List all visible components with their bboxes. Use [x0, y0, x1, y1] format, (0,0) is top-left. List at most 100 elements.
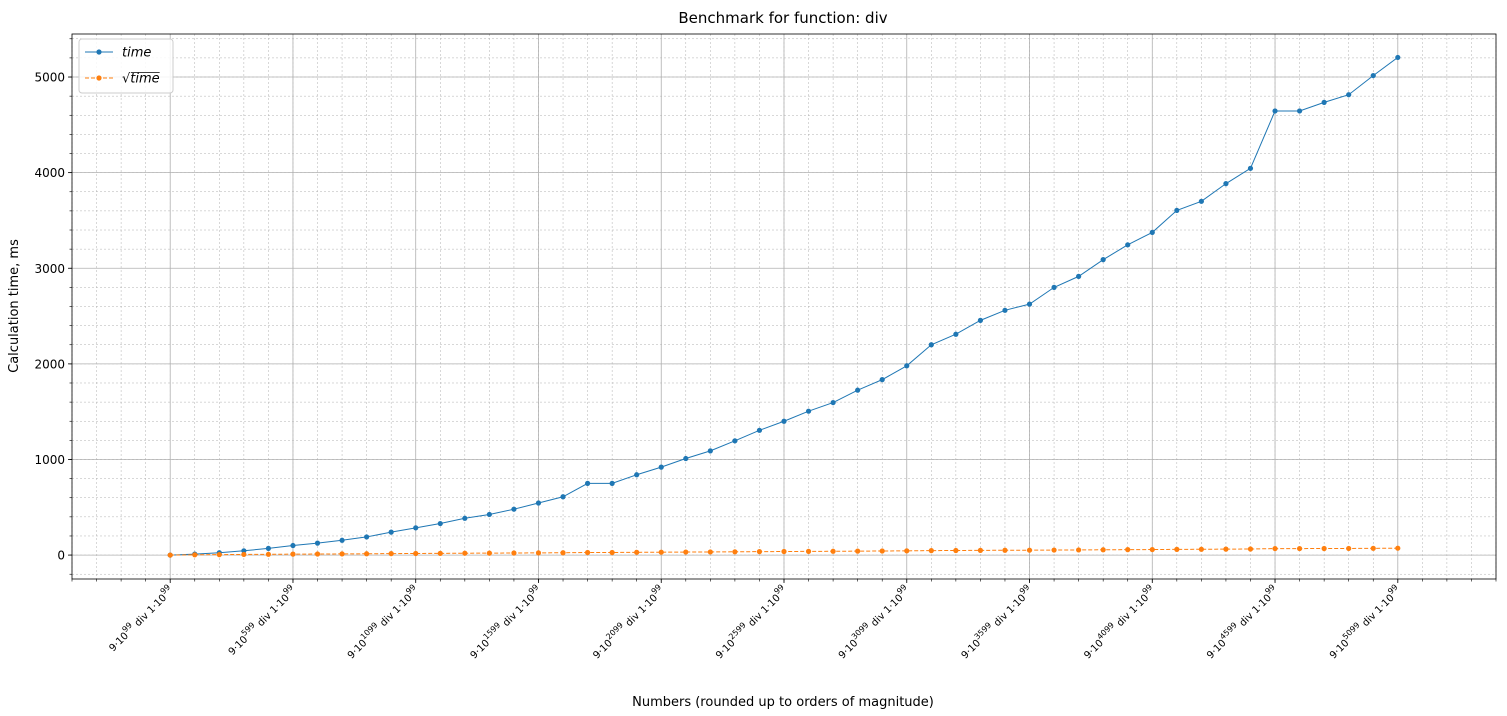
series-1-point: [609, 549, 615, 556]
series-1-point: [1198, 546, 1204, 552]
series-1-point: [1346, 545, 1352, 552]
series-0-point: [290, 542, 296, 549]
series-0-point: [560, 494, 566, 500]
series-0-point: [1198, 198, 1204, 204]
series-0-point: [1051, 284, 1057, 290]
series-1-point: [855, 548, 861, 554]
series-1-point: [977, 547, 984, 553]
major-grid: [72, 34, 1496, 579]
series-1-point: [486, 550, 492, 556]
series-1-point: [658, 549, 664, 555]
series-0-point: [1370, 72, 1376, 79]
series-0-point: [707, 448, 713, 454]
series-0-point: [1272, 108, 1278, 114]
x-tick-label: 9·103599 div 1·1099: [957, 583, 1036, 662]
series-0-point: [879, 377, 885, 383]
series-1-point: [904, 548, 910, 554]
series-0-point: [683, 455, 689, 462]
series-1-point: [437, 550, 443, 556]
x-tick-label: 9·1099 div 1·1099: [105, 583, 177, 655]
series-0-point: [855, 387, 861, 393]
series-1-point: [1223, 546, 1229, 552]
series-0-point: [584, 480, 591, 486]
series-1-point: [805, 548, 812, 554]
series-1-point: [1174, 546, 1180, 552]
series-0-point: [437, 520, 443, 527]
y-tick-label: 4000: [34, 166, 65, 180]
x-tick-label: 9·105099 div 1·1099: [1325, 583, 1404, 662]
chart-title: Benchmark for function: div: [678, 9, 887, 27]
series-0-point: [364, 534, 370, 540]
series-1-point: [1125, 547, 1131, 553]
series-0-point: [486, 511, 492, 518]
y-axis: 0 1000 2000 3000 4000 5000: [34, 38, 72, 575]
x-tick-label: 9·101099 div 1·1099: [343, 583, 422, 662]
series-1-point: [413, 550, 419, 557]
series-1-point: [634, 549, 640, 555]
series-1-point: [953, 547, 959, 554]
series-0-point: [928, 342, 934, 348]
series-0-point: [413, 525, 419, 531]
series-0-point: [977, 317, 984, 323]
y-tick-label: 3000: [34, 262, 65, 276]
x-tick-label: 9·102099 div 1·1099: [589, 583, 668, 662]
y-axis-title: Calculation time, ms: [7, 239, 22, 373]
series-1-point: [167, 552, 173, 558]
series-1-point: [290, 551, 296, 557]
series-1-point: [339, 551, 345, 557]
series-0-point: [953, 331, 959, 337]
series-1-point: [1026, 547, 1033, 553]
series-0-point: [535, 500, 542, 506]
series-1-point: [265, 551, 272, 557]
series-1-point: [756, 549, 763, 555]
series-layer: [167, 54, 1401, 558]
series-0-point: [830, 399, 836, 406]
x-tick-label: 9·102599 div 1·1099: [711, 583, 790, 662]
series-1-point: [928, 548, 934, 554]
series-1-point: [535, 550, 542, 556]
series-0-point: [511, 506, 517, 512]
x-tick-label: 9·104099 div 1·1099: [1080, 583, 1159, 662]
series-1-point: [683, 549, 689, 555]
series-0-point: [732, 438, 738, 444]
series-0-point: [1395, 54, 1401, 61]
series-0-point: [339, 537, 345, 543]
y-tick-label: 1000: [34, 453, 65, 467]
series-0-point: [634, 472, 640, 478]
series-0-point: [1149, 229, 1155, 235]
series-0-point: [1076, 273, 1082, 279]
series-0-point: [658, 464, 664, 470]
series-1-point: [241, 551, 247, 558]
series-0-point: [609, 480, 615, 486]
series-1-point: [314, 551, 321, 557]
series-1-point: [1321, 545, 1327, 552]
series-0-point: [265, 545, 272, 552]
series-1-point: [511, 550, 517, 556]
series-0-point: [388, 529, 394, 535]
series-1-point: [707, 549, 713, 555]
series-0-point: [241, 548, 247, 554]
y-tick-label: 0: [57, 549, 65, 563]
series-0-point: [756, 427, 763, 433]
series-0-point: [1321, 99, 1327, 105]
y-tick-label: 2000: [34, 357, 65, 371]
series-0-point: [904, 363, 910, 369]
y-tick-label: 5000: [34, 71, 65, 85]
series-1-point: [1395, 545, 1401, 551]
series-1-point: [879, 548, 885, 554]
legend-marker-0: [96, 49, 102, 55]
x-tick-label: 9·101599 div 1·1099: [466, 583, 545, 662]
series-0-point: [781, 418, 787, 424]
series-0-point: [1223, 181, 1229, 187]
series-1-point: [388, 551, 394, 557]
series-0-point: [1125, 242, 1131, 248]
x-tick-label: 9·10599 div 1·1099: [224, 583, 299, 658]
series-1-point: [1002, 547, 1008, 553]
series-0-point: [1296, 108, 1303, 114]
series-1-point: [192, 552, 198, 558]
series-1-point: [732, 549, 738, 555]
legend-label-1: √time: [122, 72, 160, 87]
series-1-point: [1370, 545, 1376, 551]
series-1-point: [1076, 547, 1082, 553]
series-1-point: [781, 548, 787, 555]
